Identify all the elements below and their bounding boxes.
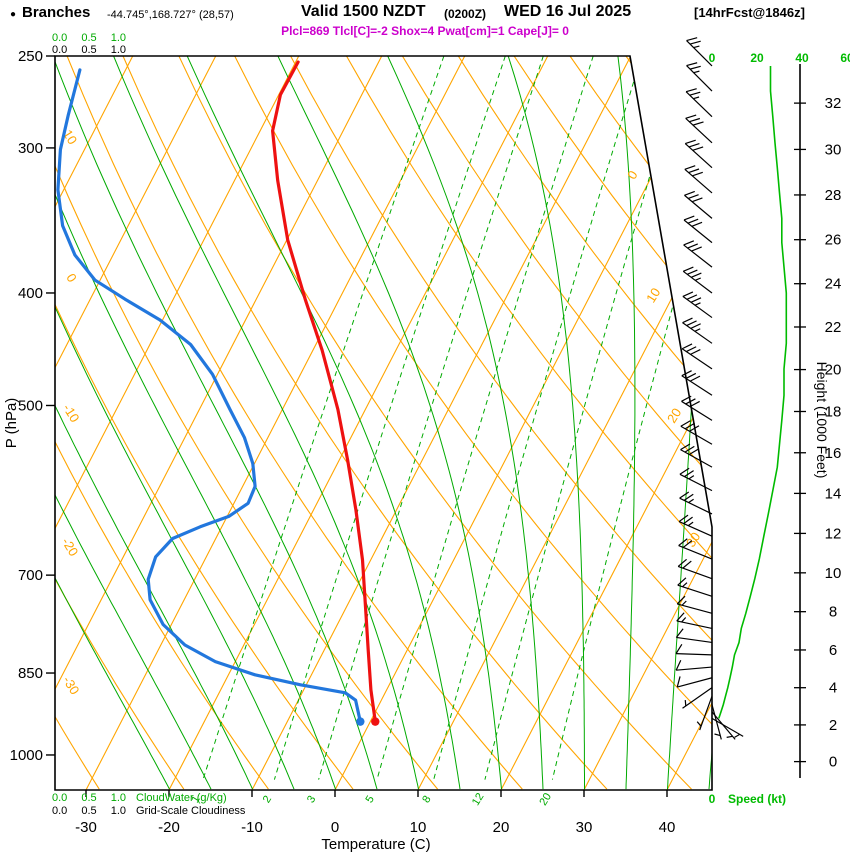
- svg-text:1: 1: [189, 794, 202, 806]
- speed-axis-labels: 02040600Speed (kt): [709, 51, 850, 806]
- station-coords: -44.745°,168.727° (28,57): [107, 9, 234, 21]
- svg-text:8: 8: [829, 604, 837, 621]
- svg-text:4: 4: [829, 680, 837, 697]
- svg-text:40: 40: [659, 819, 676, 836]
- svg-text:2: 2: [829, 717, 837, 734]
- svg-text:20: 20: [664, 405, 684, 425]
- svg-text:-10: -10: [241, 819, 263, 836]
- temperature-curve: [271, 60, 377, 724]
- stability-indices: Plcl=869 Tlcl[C]=-2 Shox=4 Pwat[cm]=1 Ca…: [281, 24, 569, 38]
- svg-text:30: 30: [683, 529, 703, 549]
- svg-text:-30: -30: [75, 819, 97, 836]
- svg-text:22: 22: [825, 319, 842, 336]
- cloudwater-legend: 0.0 0.5 1.0 CloudWater (g/Kg): [52, 792, 227, 804]
- mixing-ratio-grid: [202, 56, 712, 780]
- cloudwater-legend-label: CloudWater (g/Kg): [136, 792, 227, 804]
- svg-text:60: 60: [840, 51, 850, 65]
- svg-text:30: 30: [576, 819, 593, 836]
- svg-text:500: 500: [18, 397, 43, 414]
- pressure-axis-title: P (hPa): [3, 398, 20, 449]
- temperature-axis-title: Temperature (C): [321, 836, 430, 853]
- svg-text:6: 6: [829, 642, 837, 659]
- svg-text:250: 250: [18, 48, 43, 65]
- svg-text:18: 18: [825, 403, 842, 420]
- isotherm-grid: [55, 56, 712, 790]
- svg-text:8: 8: [420, 794, 433, 806]
- svg-text:0: 0: [709, 51, 716, 65]
- cloudwater-scale-values: 0.0 0.5 1.0: [52, 32, 126, 44]
- forecast-info: [14hrFcst@1846z]: [694, 5, 805, 20]
- svg-text:5: 5: [364, 794, 377, 806]
- svg-text:20: 20: [750, 51, 764, 65]
- gridscale-legend-label: Grid-Scale Cloudiness: [136, 805, 246, 817]
- svg-text:1000: 1000: [10, 747, 43, 764]
- svg-text:24: 24: [825, 276, 842, 293]
- svg-text:10: 10: [825, 565, 842, 582]
- surface-temperature-dot: [371, 717, 380, 726]
- dry-adiabat-grid: [55, 56, 712, 790]
- height-axis-title: Height (1000 Feet): [814, 362, 830, 479]
- gridscale-scale-values: 0.0 0.5 1.0: [52, 44, 126, 56]
- plot-frame: [54, 55, 713, 791]
- wind-barbs: [675, 37, 744, 740]
- svg-text:28: 28: [825, 187, 842, 204]
- cloudwater-scale-top: 0.0 0.5 1.0: [52, 32, 126, 44]
- svg-text:0: 0: [624, 168, 641, 182]
- svg-text:3: 3: [305, 794, 318, 806]
- svg-text:26: 26: [825, 232, 842, 249]
- valid-utc: (0200Z): [444, 7, 487, 21]
- svg-text:40: 40: [795, 51, 809, 65]
- gridscale-legend: 0.0 0.5 1.0 Grid-Scale Cloudiness: [52, 805, 245, 817]
- svg-text:12: 12: [470, 791, 487, 808]
- temperature-axis: -30 -20 -10 0 10 20 30 40 Temperature (C): [75, 790, 675, 853]
- svg-text:2: 2: [261, 794, 274, 806]
- svg-text:400: 400: [18, 285, 43, 302]
- svg-text:300: 300: [18, 140, 43, 157]
- wind-speed-curve: [718, 66, 788, 719]
- svg-text:12: 12: [825, 525, 842, 542]
- svg-text:10: 10: [643, 285, 663, 305]
- pressure-axis: 250 300 400 500 700 850 1000 P (hPa): [3, 48, 55, 764]
- svg-text:10: 10: [410, 819, 427, 836]
- svg-text:32: 32: [825, 95, 842, 112]
- svg-text:-30: -30: [60, 673, 83, 697]
- svg-text:0: 0: [63, 271, 80, 285]
- svg-text:-10: -10: [60, 401, 83, 425]
- mixing-ratio-labels: 1 2 3 5 8 12 20: [189, 791, 554, 808]
- speed-axis-title: Speed (kt): [728, 792, 786, 806]
- svg-text:30: 30: [825, 141, 842, 158]
- station-name: Branches: [22, 4, 91, 21]
- valid-date: WED 16 Jul 2025: [504, 3, 632, 20]
- svg-text:700: 700: [18, 567, 43, 584]
- cloudwater-legend-values: 0.0 0.5 1.0: [52, 792, 126, 804]
- gridscale-legend-values: 0.0 0.5 1.0: [52, 805, 126, 817]
- svg-text:16: 16: [825, 445, 842, 462]
- svg-text:850: 850: [18, 665, 43, 682]
- svg-text:-20: -20: [158, 819, 180, 836]
- svg-text:0: 0: [709, 792, 716, 806]
- station-marker-icon: ●: [10, 9, 17, 20]
- svg-text:20: 20: [537, 791, 554, 808]
- valid-time: Valid 1500 NZDT: [301, 3, 426, 20]
- svg-text:20: 20: [825, 362, 842, 379]
- svg-text:0: 0: [331, 819, 339, 836]
- svg-text:-20: -20: [59, 535, 82, 559]
- gridscale-scale-top: 0.0 0.5 1.0: [52, 44, 126, 56]
- svg-text:14: 14: [825, 485, 842, 502]
- svg-text:0: 0: [829, 754, 837, 771]
- svg-text:20: 20: [493, 819, 510, 836]
- dewpoint-curve: [56, 68, 362, 724]
- surface-dewpoint-dot: [356, 717, 365, 726]
